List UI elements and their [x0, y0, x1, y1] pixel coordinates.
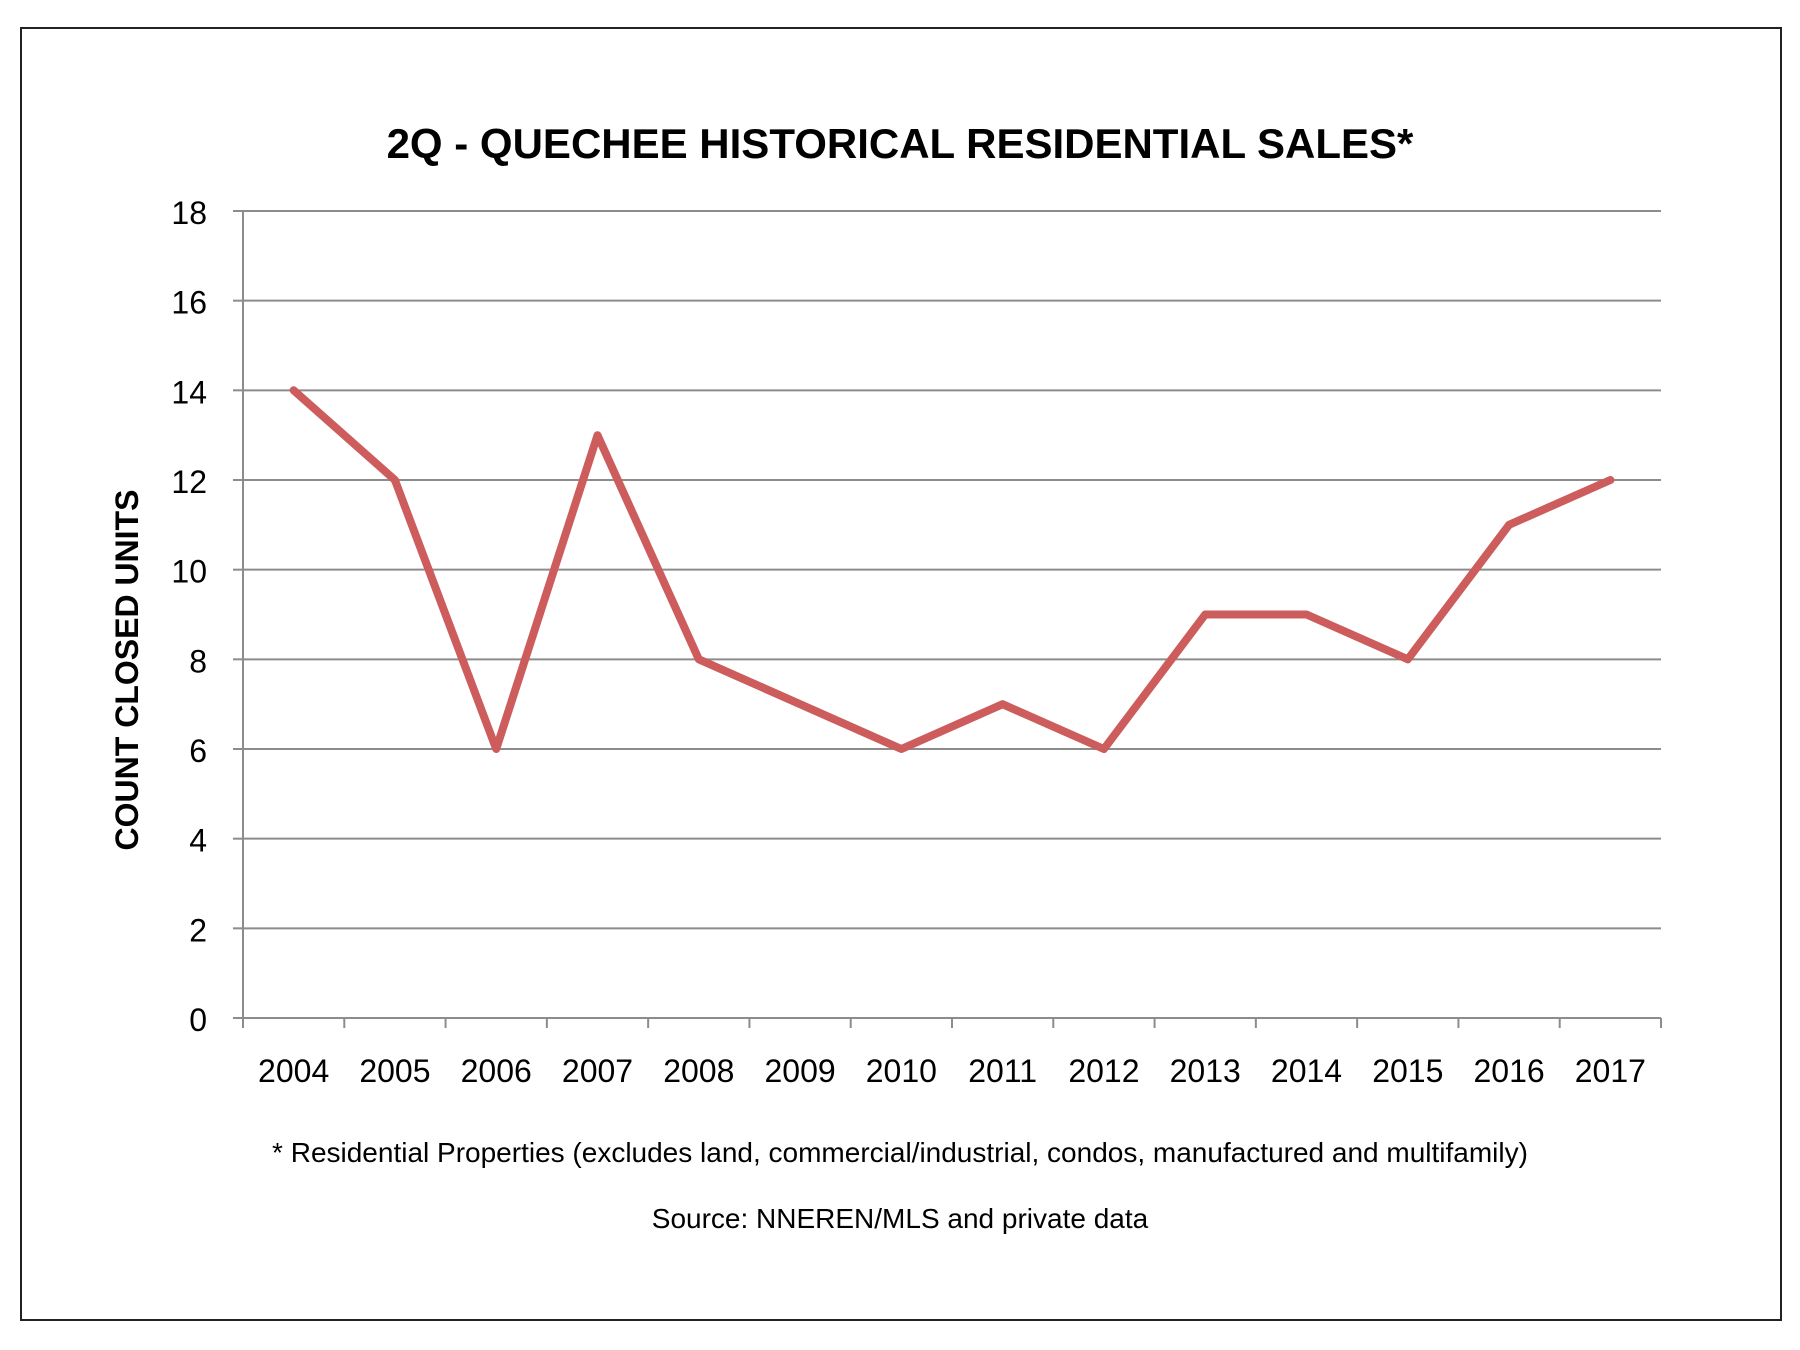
y-axis-label: COUNT CLOSED UNITS: [109, 490, 145, 851]
data-point: [697, 658, 700, 661]
data-point: [1102, 748, 1105, 750]
x-tick-label: 2014: [1271, 1053, 1342, 1089]
series-layer: [289, 386, 1615, 753]
x-tick-label: 2007: [562, 1053, 633, 1089]
x-tick-label: 2015: [1372, 1053, 1443, 1089]
chart-title: 2Q - QUECHEE HISTORICAL RESIDENTIAL SALE…: [387, 120, 1414, 167]
data-point: [1406, 658, 1409, 661]
y-tick-label: 8: [189, 643, 207, 679]
footnote: * Residential Properties (excludes land,…: [272, 1137, 1528, 1168]
x-tick-label: 2006: [461, 1053, 532, 1089]
y-tick-label: 14: [171, 374, 207, 410]
y-tick-label: 6: [189, 733, 207, 769]
data-point: [799, 703, 802, 706]
x-tick-label: 2016: [1473, 1053, 1544, 1089]
data-point: [1204, 613, 1207, 616]
x-tick-label: 2011: [968, 1053, 1037, 1089]
data-point: [1508, 523, 1511, 526]
y-tick-label: 16: [171, 285, 207, 321]
data-point: [495, 748, 498, 750]
axes: [233, 210, 1662, 1028]
y-tick-label: 2: [189, 912, 207, 948]
series-line: [289, 386, 1615, 753]
chart-frame: [20, 27, 1782, 1321]
data-point: [393, 479, 396, 481]
source-note: Source: NNEREN/MLS and private data: [652, 1203, 1149, 1234]
y-tick-label: 10: [171, 554, 207, 590]
data-point: [596, 434, 599, 437]
x-tick-label: 2012: [1068, 1053, 1139, 1089]
x-tick-label: 2008: [663, 1053, 734, 1089]
x-tick-label: 2009: [764, 1053, 835, 1089]
x-tick-label: 2013: [1170, 1053, 1241, 1089]
data-point: [900, 748, 903, 750]
y-tick-label: 18: [171, 195, 207, 231]
data-point: [1305, 613, 1308, 616]
tick-labels: 0 2 4 6 8 10 12 14 16 18 2004 2005 2006 2007 2008 2009 2…: [171, 195, 1646, 1089]
x-tick-label: 2010: [866, 1053, 937, 1089]
gridlines: [243, 210, 1661, 930]
data-point: [292, 389, 295, 392]
data-point: [1609, 479, 1612, 481]
y-tick-label: 12: [171, 464, 207, 500]
x-tick-label: 2004: [258, 1053, 329, 1089]
x-tick-label: 2005: [359, 1053, 430, 1089]
y-tick-label: 0: [189, 1002, 207, 1038]
x-tick-label: 2017: [1575, 1053, 1646, 1089]
y-tick-label: 4: [189, 823, 207, 859]
data-point: [1001, 703, 1004, 706]
